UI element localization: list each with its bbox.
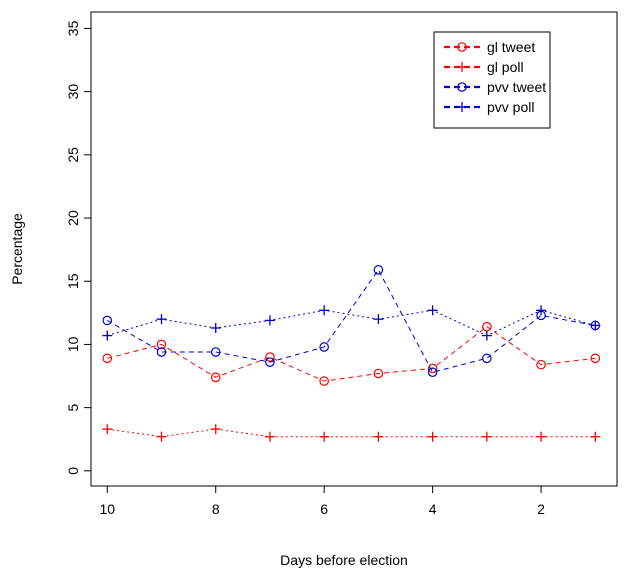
legend-label: gl tweet xyxy=(487,39,535,55)
data-point xyxy=(590,320,601,331)
plot-frame xyxy=(90,11,618,487)
series-line xyxy=(107,309,596,337)
legend-item: gl tweet xyxy=(444,39,535,55)
series-line xyxy=(107,268,596,373)
legend-swatch-marker xyxy=(457,42,467,52)
y-tick-label: 30 xyxy=(65,84,81,100)
legend-box xyxy=(433,31,551,129)
y-tick-label: 5 xyxy=(65,404,81,412)
data-point xyxy=(210,347,221,357)
legend-item: pvv poll xyxy=(444,99,534,115)
legend-label: pvv poll xyxy=(487,99,534,115)
legend-swatch-marker xyxy=(457,82,467,92)
series-line xyxy=(107,428,596,438)
data-point xyxy=(590,431,601,442)
y-tick-label: 0 xyxy=(65,467,81,475)
data-point xyxy=(156,431,167,442)
data-point xyxy=(427,367,438,378)
x-tick-label: 10 xyxy=(99,501,115,517)
series-pvv-tweet xyxy=(102,265,601,378)
y-axis: 0 5 10 15 20 25 30 35 xyxy=(65,20,91,475)
data-point xyxy=(590,353,601,364)
y-tick-label: 10 xyxy=(65,336,81,352)
data-point xyxy=(373,314,384,325)
y-tick-label: 15 xyxy=(65,273,81,289)
data-point xyxy=(319,342,329,352)
y-tick-label: 35 xyxy=(65,20,81,36)
data-point xyxy=(373,431,384,442)
legend-item: pvv tweet xyxy=(444,79,546,95)
data-point xyxy=(427,305,438,316)
legend-item: gl poll xyxy=(444,59,524,75)
data-point xyxy=(210,323,221,333)
data-point xyxy=(102,330,113,341)
data-point xyxy=(482,353,492,364)
x-axis: 10 8 6 4 2 xyxy=(99,486,545,517)
series-gl-tweet xyxy=(102,321,601,386)
data-point xyxy=(481,431,492,442)
data-point xyxy=(536,431,547,442)
series-line xyxy=(107,326,596,382)
data-point xyxy=(210,424,221,435)
data-point xyxy=(265,357,275,367)
data-point xyxy=(373,368,384,379)
data-point xyxy=(319,431,330,442)
data-point xyxy=(156,339,167,350)
series-pvv-poll xyxy=(102,305,601,341)
y-axis-title: Percentage xyxy=(9,213,25,285)
data-point xyxy=(427,431,438,442)
data-point xyxy=(319,376,329,386)
data-point xyxy=(264,431,275,442)
y-tick-label: 20 xyxy=(65,210,81,226)
data-point xyxy=(481,330,492,341)
x-tick-label: 2 xyxy=(537,501,545,517)
data-point xyxy=(102,353,113,364)
legend-swatch-marker xyxy=(457,62,467,72)
x-axis-title: Days before election xyxy=(280,552,408,568)
series-layer xyxy=(102,265,601,442)
y-tick-label: 25 xyxy=(65,147,81,163)
data-point xyxy=(373,265,384,275)
data-point xyxy=(102,424,113,435)
legend: gl tweet gl poll pvv tweet pvv poll xyxy=(433,31,551,129)
data-point xyxy=(156,347,167,357)
legend-label: gl poll xyxy=(487,59,524,75)
data-point xyxy=(210,372,221,383)
data-point xyxy=(427,363,438,374)
data-point xyxy=(319,305,330,316)
x-tick-label: 4 xyxy=(429,501,437,517)
series-gl-poll xyxy=(102,424,601,442)
x-tick-label: 6 xyxy=(320,501,328,517)
data-point xyxy=(536,359,546,370)
legend-label: pvv tweet xyxy=(487,79,546,95)
data-point xyxy=(265,352,275,362)
data-point xyxy=(156,314,167,325)
x-tick-label: 8 xyxy=(212,501,220,517)
data-point xyxy=(102,315,113,326)
data-point xyxy=(536,305,547,316)
data-point xyxy=(264,315,275,326)
legend-swatch-marker xyxy=(457,102,467,112)
